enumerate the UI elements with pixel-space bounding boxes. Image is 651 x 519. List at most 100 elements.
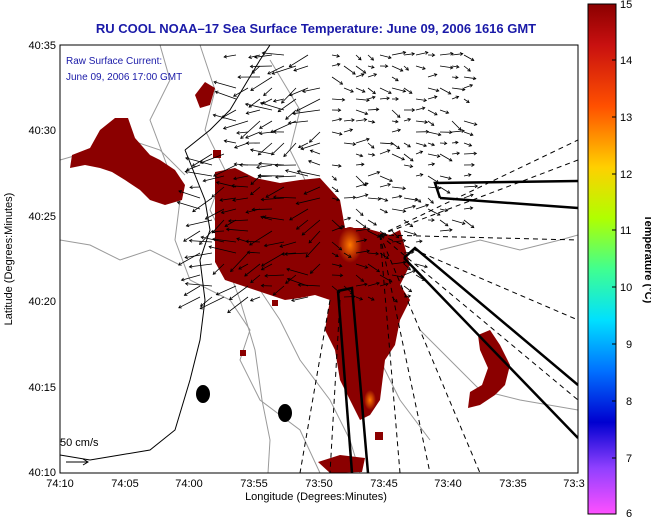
current-vector [331,164,342,167]
current-vector [427,87,439,92]
current-vector [284,252,309,255]
sst-patch-east [468,330,510,408]
current-vector [463,76,476,80]
current-vector [178,190,201,199]
current-vector-head [309,149,314,154]
current-vector-head [437,186,442,190]
current-vector-head [408,288,413,293]
current-vector-head [228,296,233,301]
current-vector-head [470,193,474,198]
current-vector [343,142,356,145]
current-vector-head [254,55,258,59]
current-vector-head [455,64,460,69]
current-vector [283,142,297,157]
current-vector-head [448,158,453,162]
current-vector [355,182,369,188]
current-vector [463,194,474,199]
current-vector [250,274,261,283]
current-vector-head [199,305,204,310]
current-vector [250,296,261,302]
current-vector-head [419,150,424,155]
current-vector-head [431,53,436,57]
current-vector [288,120,309,124]
colorbar-tick-label: 10 [620,282,632,294]
current-vector-head [274,163,279,168]
current-vector [192,153,213,167]
current-vector-head [352,142,357,146]
current-vector [451,65,459,68]
current-vector-head [410,250,415,255]
current-vector-head [199,241,203,245]
current-vector-head [260,215,264,220]
current-vector-head [339,273,344,278]
current-vector [355,163,364,166]
y-tick-label: 40:20 [28,296,56,308]
current-vector-head [236,237,240,241]
current-vector [367,153,375,156]
colorbar-tick-label: 15 [620,0,632,11]
current-vector-head [413,232,417,236]
current-vector [463,142,472,147]
current-vector-head [240,135,244,140]
current-vector [343,217,351,221]
plot-frame [59,44,579,474]
current-vector-head [411,108,416,112]
current-annotation-line1: Raw Surface Current: [66,56,162,67]
current-vector [185,157,213,166]
current-vector-head [303,191,308,195]
current-vector-head [409,164,414,169]
current-vector-head [208,245,213,249]
current-vector [367,54,374,61]
current-vector [391,120,399,123]
current-vector-head [183,238,187,242]
sst-warm-core [338,227,362,263]
current-vector [367,219,377,226]
colorbar-tick-marks [612,59,616,459]
current-vector-head [288,63,293,68]
current-vector [415,240,423,243]
current-vector [451,53,463,56]
current-vector-head [373,222,377,226]
current-vector [379,230,387,236]
current-vector [427,208,441,216]
current-vector-head [261,51,266,56]
current-vector-head [358,56,362,61]
current-vector [439,153,453,162]
current-vector [302,87,321,92]
current-vector-head [449,65,454,70]
current-vector-head [395,97,399,101]
current-vector-head [376,281,380,286]
current-vector [379,183,391,188]
current-vector-head [430,200,434,204]
current-vector [203,175,225,182]
current-vector [213,81,237,89]
current-vector [233,87,249,97]
current-vector [177,201,201,210]
current-vector-head [245,141,250,146]
colorbar-tick-label: 7 [626,453,632,465]
x-axis: 74:10 74:05 74:00 73:55 73:50 73:45 73:4… [46,478,584,503]
current-vector [463,98,470,103]
current-vector [451,141,459,144]
current-vector-head [250,191,254,196]
current-vector-head [273,130,277,134]
current-vector-head [387,183,392,187]
current-vector [415,142,427,147]
current-vector-head [364,282,368,287]
current-vector-head [245,111,250,115]
current-vector-head [409,157,414,162]
current-vector-head [376,234,381,238]
current-vector [264,274,285,277]
current-vector-head [261,263,265,267]
current-vector [355,73,364,78]
colorbar-tick-label: 9 [626,339,632,351]
current-vector-head [245,239,249,244]
current-vector-head [341,225,345,229]
current-vector [273,285,285,296]
current-vector-head [402,89,407,93]
current-vector-head [407,294,412,299]
current-vector [248,54,261,58]
current-vector [403,263,411,271]
current-vector [439,65,453,69]
current-vector-head [230,184,235,188]
